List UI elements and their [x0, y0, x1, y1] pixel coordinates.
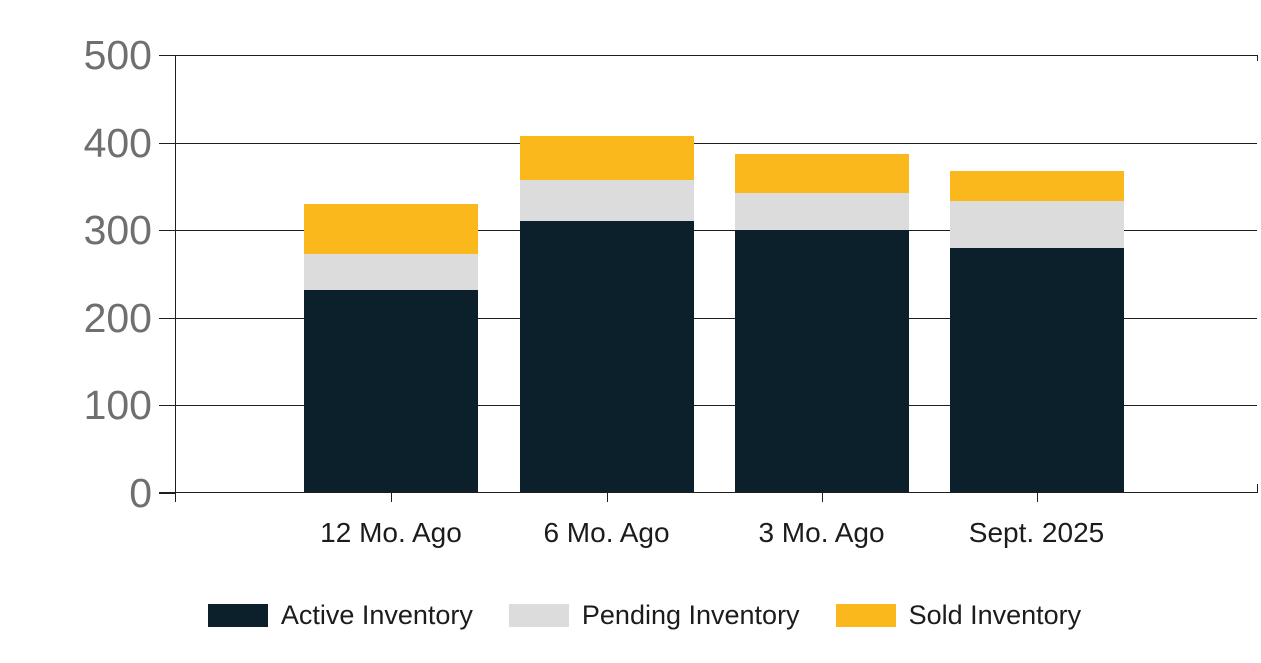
x-tick-1 [606, 493, 608, 502]
x-tick-3 [1036, 493, 1038, 502]
y-tick-0 [159, 493, 176, 494]
x-axis-label: Sept. 2025 [968, 517, 1105, 548]
legend-label: Active Inventory [280, 600, 473, 630]
y-axis-label: 400 [83, 119, 152, 166]
sold-inventory-swatch-icon [835, 604, 896, 627]
x-axis-label: 6 Mo. Ago [543, 517, 670, 548]
active-inventory-swatch-icon [207, 604, 268, 627]
bar-6-mo-ago [519, 135, 694, 493]
y-tick-300 [159, 230, 176, 232]
bar-segment [734, 193, 909, 231]
bar-segment [304, 253, 478, 290]
gridline-500 [175, 55, 1257, 56]
bar-sept-2025 [949, 170, 1124, 493]
x-tick-2 [821, 493, 823, 502]
y-axis-label: 200 [83, 294, 152, 341]
x-tick-origin [175, 493, 176, 502]
gridline-100 [175, 405, 1257, 407]
gridline-200 [175, 317, 1257, 319]
legend-label: Sold Inventory [908, 600, 1082, 630]
x-axis-label: 3 Mo. Ago [758, 517, 885, 548]
bar-3-mo-ago [734, 154, 909, 493]
bar-12-mo-ago [304, 203, 478, 493]
legend-item-pending-inventory: Pending Inventory [508, 600, 800, 631]
bar-segment [304, 289, 478, 493]
x-axis-right-endcap [1257, 484, 1258, 493]
x-axis-label: 12 Mo. Ago [320, 517, 462, 548]
bar-segment [949, 201, 1124, 248]
bar-segment [519, 180, 694, 221]
y-axis-label: 100 [83, 382, 152, 429]
y-tick-200 [159, 317, 176, 319]
bar-segment [949, 247, 1124, 493]
top-gridline-right-endcap [1257, 55, 1258, 61]
x-tick-0 [391, 493, 392, 502]
y-axis-label: 300 [83, 207, 152, 254]
x-axis-line [159, 492, 1258, 493]
legend-item-active-inventory: Active Inventory [207, 600, 473, 631]
legend-label: Pending Inventory [581, 600, 800, 630]
plot-area [175, 55, 1257, 493]
bar-segment [734, 230, 909, 493]
bar-segment [304, 203, 478, 254]
y-axis-line [175, 55, 176, 493]
bar-segment [519, 220, 694, 493]
y-tick-400 [159, 142, 176, 144]
y-axis-label: 500 [83, 32, 152, 78]
bar-segment [519, 135, 694, 181]
y-axis-label: 0 [129, 470, 152, 516]
gridline-400 [175, 142, 1257, 144]
bar-segment [949, 170, 1124, 202]
gridline-300 [175, 230, 1257, 232]
y-tick-100 [159, 405, 176, 407]
y-tick-500 [159, 55, 176, 56]
chart-legend: Active Inventory Pending Inventory Sold … [14, 600, 1261, 631]
legend-item-sold-inventory: Sold Inventory [835, 600, 1082, 631]
pending-inventory-swatch-icon [508, 604, 569, 627]
bar-segment [734, 154, 909, 194]
